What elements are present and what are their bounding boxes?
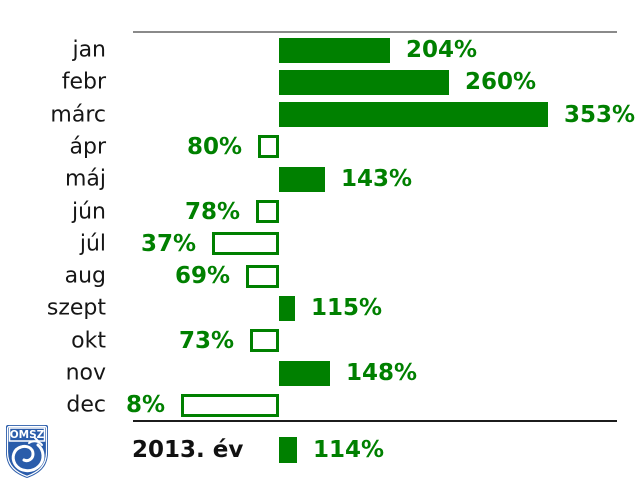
month-label-jan: jan [72, 37, 106, 63]
omsz-logo-shield-inner-border [6, 425, 48, 477]
omsz-logo-wave-icon [11, 443, 45, 473]
value-label-márc: 353% [564, 101, 636, 128]
legend-swatch [279, 437, 297, 463]
bar-máj [279, 166, 325, 192]
bar-dec [181, 393, 279, 417]
bar-aug [246, 264, 279, 288]
month-label-dec: dec [66, 392, 106, 418]
omsz-logo: OMSZ [6, 425, 48, 478]
omsz-logo-text-box [8, 427, 46, 442]
bar-okt [250, 329, 279, 353]
chart-top-rule [133, 31, 617, 33]
value-label-dec: 8% [125, 392, 165, 419]
month-label-aug: aug [64, 263, 106, 289]
bar-ápr [258, 135, 279, 159]
value-label-nov: 148% [346, 360, 418, 386]
value-label-máj: 143% [341, 166, 413, 193]
month-label-ápr: ápr [69, 134, 107, 160]
bar-márc [279, 102, 548, 128]
month-label-szept: szept [46, 295, 106, 321]
month-label-márc: márc [50, 102, 106, 128]
value-label-jan: 204% [406, 37, 478, 63]
legend-value-label: 114% [313, 437, 385, 463]
omsz-logo-text: OMSZ [10, 429, 45, 441]
value-label-júl: 37% [140, 230, 196, 257]
month-label-júl: júl [79, 231, 106, 257]
value-label-febr: 260% [465, 69, 537, 96]
bar-febr [279, 69, 449, 95]
month-label-máj: máj [64, 166, 106, 192]
month-label-okt: okt [71, 328, 106, 354]
value-label-jún: 78% [184, 198, 240, 225]
bar-jún [256, 200, 279, 223]
value-label-ápr: 80% [186, 133, 242, 160]
month-label-jún: jún [72, 199, 106, 224]
value-label-okt: 73% [178, 327, 234, 354]
value-label-szept: 115% [311, 295, 383, 322]
chart-bottom-rule [133, 420, 617, 422]
month-label-nov: nov [65, 360, 106, 386]
bar-nov [279, 360, 330, 386]
bar-júl [212, 232, 279, 256]
bar-jan [279, 37, 390, 63]
legend-year-label: 2013. év [132, 437, 244, 463]
omsz-logo-wave-crest-icon [28, 437, 43, 446]
bar-szept [279, 295, 295, 321]
value-label-aug: 69% [174, 263, 230, 290]
month-label-febr: febr [61, 69, 106, 95]
